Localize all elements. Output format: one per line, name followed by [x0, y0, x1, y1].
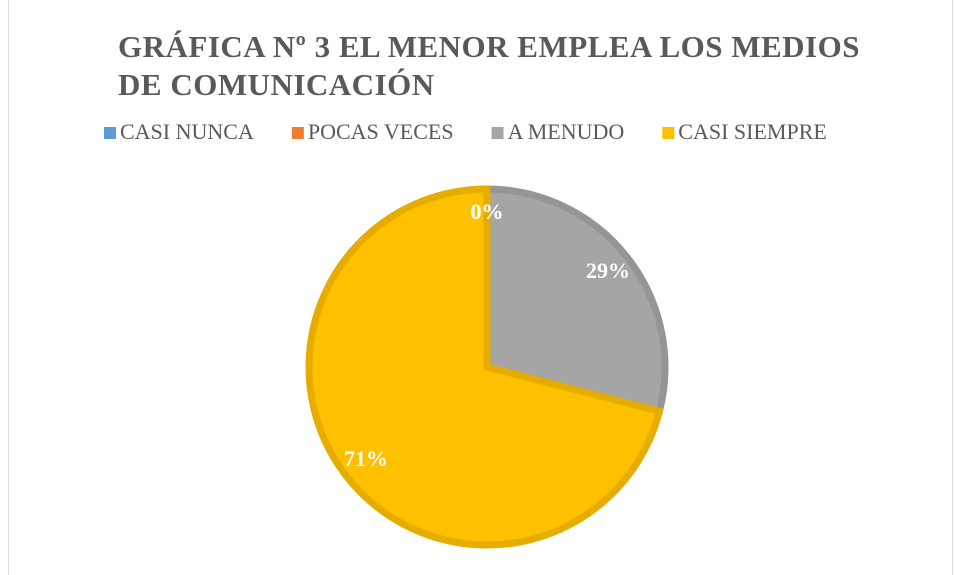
chart-border	[8, 0, 953, 575]
data-label: 71%	[344, 446, 388, 471]
legend-swatch	[291, 127, 304, 139]
data-label: 0%	[471, 199, 504, 224]
legend-label: CASI NUNCA	[120, 119, 254, 144]
chart-title: GRÁFICA Nº 3 EL MENOR EMPLEA LOS MEDIOS …	[118, 29, 860, 102]
data-label: 0%	[471, 199, 504, 224]
pie-slice	[483, 185, 669, 416]
legend-swatch	[662, 127, 675, 139]
legend-swatch	[491, 127, 504, 139]
legend-label: POCAS VECES	[308, 119, 454, 144]
data-label: 29%	[586, 258, 630, 283]
legend-swatch	[104, 127, 116, 139]
legend-label: A MENUDO	[508, 119, 625, 144]
pie-slice	[305, 185, 664, 549]
legend-label: CASI SIEMPRE	[678, 119, 827, 144]
